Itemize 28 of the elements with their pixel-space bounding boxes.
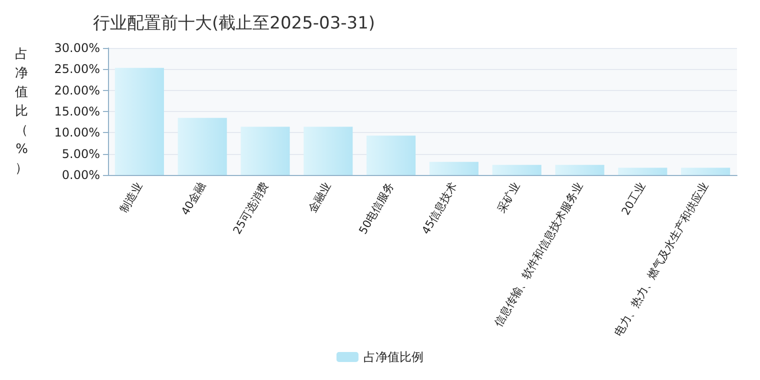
bar <box>178 118 227 175</box>
bar <box>681 168 730 175</box>
chart-title: 行业配置前十大(截止至2025-03-31) <box>93 14 376 34</box>
y-tick-label: 10.00% <box>54 126 100 140</box>
bar <box>304 126 353 175</box>
bar <box>114 68 164 175</box>
bar <box>366 136 416 175</box>
x-tick-label: 40金融 <box>178 180 208 218</box>
y-tick-label: 20.00% <box>54 83 100 98</box>
y-tick-label: 0.00% <box>62 168 100 182</box>
x-tick-label: 20工业 <box>619 180 648 218</box>
legend-label: 占净值比例 <box>364 350 424 364</box>
bar <box>429 162 478 175</box>
x-tick-label: 50电信服务 <box>356 180 397 236</box>
bar <box>555 164 604 175</box>
y-axis-title: 占净值比（%） <box>15 47 28 176</box>
bar <box>618 168 668 175</box>
x-tick-label: 采矿业 <box>494 180 522 215</box>
y-tick-label: 30.00% <box>54 41 100 55</box>
bar <box>492 164 542 175</box>
y-tick-label: 25.00% <box>54 62 100 76</box>
x-tick-label: 制造业 <box>117 180 146 215</box>
y-tick-label: 5.00% <box>62 146 100 161</box>
x-tick-label: 45信息技术 <box>419 180 460 236</box>
bar <box>240 126 290 175</box>
y-tick-label: 15.00% <box>54 104 100 118</box>
x-tick-label: 金融业 <box>306 180 334 215</box>
x-tick-label: 25可选消费 <box>230 180 271 236</box>
